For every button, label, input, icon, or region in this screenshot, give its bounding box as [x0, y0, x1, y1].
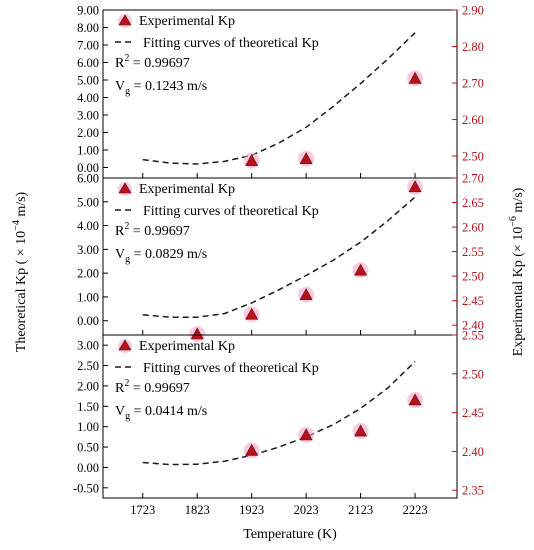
left-tick-label: 7.00 [77, 39, 99, 53]
left-tick-label: 3.00 [77, 243, 99, 257]
x-axis-label: Temperature (K) [243, 527, 337, 542]
left-tick-label: 6.00 [77, 172, 99, 186]
x-tick-label: 2223 [403, 503, 428, 517]
gas-velocity-annotation: Vg = 0.0414 m/s [115, 404, 207, 422]
right-tick-label: 2.60 [462, 221, 484, 235]
left-tick-label: 0.50 [77, 441, 99, 455]
left-tick-label: 0.00 [77, 314, 99, 328]
legend-experimental-marker [118, 339, 132, 351]
left-tick-label: 2.00 [77, 379, 99, 393]
right-tick-label: 2.45 [462, 294, 484, 308]
gas-velocity-annotation: Vg = 0.1243 m/s [115, 79, 207, 97]
left-tick-label: 0.00 [77, 161, 99, 175]
right-y-axis-label: Experimental Kp (× 10−6 m/s) [508, 187, 526, 356]
legend-experimental-marker [118, 182, 132, 194]
left-y-axis-label: Theoretical Kp ( × 10−4 m/s) [11, 191, 29, 352]
left-tick-label: 6.00 [77, 56, 99, 70]
x-tick-label: 2123 [348, 503, 373, 517]
r-squared-annotation: R2 = 0.99697 [115, 53, 190, 71]
right-tick-label: 2.80 [462, 40, 484, 54]
experimental-point [190, 327, 204, 340]
experimental-point [245, 307, 259, 320]
right-tick-label: 2.40 [462, 319, 484, 333]
fit-curve [142, 32, 416, 165]
left-tick-label: 2.50 [77, 359, 99, 373]
left-tick-label: 1.00 [77, 420, 99, 434]
legend-experimental-label: Experimental Kp [139, 14, 235, 29]
left-tick-label: 8.00 [77, 21, 99, 35]
experimental-point [408, 393, 422, 406]
experimental-point [245, 443, 259, 456]
right-tick-label: 2.65 [462, 196, 484, 210]
left-tick-label: 2.00 [77, 267, 99, 281]
legend-fit-label: Fitting curves of theoretical Kp [143, 361, 319, 376]
x-tick-label: 2023 [294, 503, 319, 517]
left-tick-label: 1.00 [77, 290, 99, 304]
right-tick-label: 2.55 [462, 245, 484, 259]
r-squared-annotation: R2 = 0.99697 [115, 221, 190, 239]
left-tick-label: 4.00 [77, 219, 99, 233]
left-tick-label: 5.00 [77, 195, 99, 209]
right-tick-label: 2.50 [462, 367, 484, 381]
x-tick-label: 1923 [239, 503, 264, 517]
fit-curve [142, 360, 416, 466]
right-tick-label: 2.45 [462, 406, 484, 420]
panels-layer: 0.00 1.00 2.00 3.00 4.00 5.00 6.00 7.00 8.00 9.00… [73, 4, 484, 499]
gas-velocity-annotation: Vg = 0.0829 m/s [115, 247, 207, 265]
experimental-point [245, 153, 259, 166]
experimental-point [408, 71, 422, 84]
left-tick-label: 9.00 [77, 4, 99, 18]
experimental-point [299, 288, 313, 301]
legend-fit-label: Fitting curves of theoretical Kp [143, 204, 319, 219]
panel-frame [102, 334, 458, 499]
experimental-point [299, 428, 313, 441]
x-axis: 1723 1823 1923 2023 2123 2223 [130, 503, 427, 517]
left-tick-label: 4.00 [77, 91, 99, 105]
right-tick-label: 2.70 [462, 172, 484, 186]
right-tick-label: 2.40 [462, 445, 484, 459]
experimental-point [299, 152, 313, 165]
right-tick-label: 2.60 [462, 113, 484, 127]
legend-fit-label: Fitting curves of theoretical Kp [143, 36, 319, 51]
left-tick-label: 0.00 [77, 461, 99, 475]
r-squared-annotation: R2 = 0.99697 [115, 378, 190, 396]
experimental-point [354, 424, 368, 437]
right-tick-label: 2.50 [462, 270, 484, 284]
left-tick-label: 2.00 [77, 126, 99, 140]
left-tick-label: -0.50 [73, 481, 99, 495]
left-tick-label: 3.00 [77, 339, 99, 353]
fit-curve [142, 196, 416, 318]
left-tick-label: 3.00 [77, 109, 99, 123]
left-tick-label: 5.00 [77, 74, 99, 88]
legend-experimental-label: Experimental Kp [139, 339, 235, 354]
left-tick-label: 1.50 [77, 400, 99, 414]
legend-experimental-label: Experimental Kp [139, 182, 235, 197]
left-tick-label: 1.00 [77, 144, 99, 158]
right-tick-label: 2.70 [462, 77, 484, 91]
legend-experimental-marker [118, 14, 132, 26]
right-tick-label: 2.50 [462, 150, 484, 164]
experimental-point [354, 263, 368, 276]
right-tick-label: 2.35 [462, 484, 484, 498]
x-tick-label: 1723 [130, 503, 155, 517]
right-tick-label: 2.55 [462, 329, 484, 343]
experimental-point [408, 180, 422, 193]
right-tick-label: 2.90 [462, 4, 484, 18]
x-tick-label: 1823 [185, 503, 210, 517]
